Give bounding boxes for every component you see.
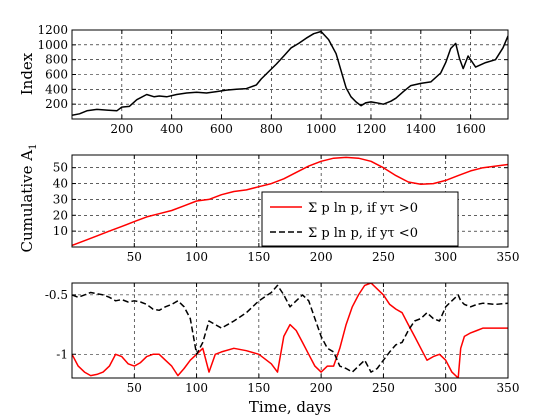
cumulative-x-tick-label: 250 (372, 250, 395, 264)
cumulative-y-tick-label: 20 (53, 208, 68, 222)
cumulative-legend-label-0: Σ p ln p, if yτ >0 (308, 201, 418, 216)
index-series-0-line (72, 30, 508, 117)
index-x-tick-label: 1000 (306, 122, 337, 136)
cumulative-legend-box (261, 191, 459, 247)
index-x-tick-label: 200 (110, 122, 133, 136)
index-x-tick-label: 1200 (356, 122, 387, 136)
entropy-panel: Time, days 50 100 150 200 250 300 350 -0.5 -1 (45, 282, 520, 416)
cumulative-y-tick-label: 50 (53, 161, 68, 175)
cumulative-y-tick-label: 40 (53, 177, 68, 191)
entropy-x-tick-label: 350 (497, 381, 520, 395)
index-y-tick-label: 600 (45, 68, 68, 82)
cumulative-y-axis-label: Cumulative A1 (18, 144, 39, 253)
cumulative-x-tick-label: 300 (434, 250, 457, 264)
index-x-tick-label: 800 (260, 122, 283, 136)
cumulative-legend: Σ p ln p, if yτ >0 Σ p ln p, if yτ <0 (261, 191, 459, 247)
entropy-series-0-line (72, 283, 508, 378)
index-y-tick-label: 400 (45, 82, 68, 96)
entropy-x-tick-label: 100 (185, 381, 208, 395)
index-x-tick-label: 400 (160, 122, 183, 136)
cumulative-y-tick-label: 30 (53, 192, 68, 206)
cumulative-x-tick-label: 100 (185, 250, 208, 264)
cumulative-y-tick-label: 10 (53, 224, 68, 238)
cumulative-legend-label-1: Σ p ln p, if yτ <0 (308, 226, 418, 241)
index-y-tick-label: 1200 (37, 23, 68, 37)
entropy-x-tick-label: 150 (247, 381, 270, 395)
index-panel: Index 200 400 600 800 1000 1200 1400 1600200400… (18, 23, 509, 136)
entropy-y-tick-label: -0.5 (45, 288, 68, 302)
cumulative-x-tick-label: 200 (310, 250, 333, 264)
cumulative-x-tick-label: 150 (247, 250, 270, 264)
entropy-x-tick-label: 200 (310, 381, 333, 395)
cumulative-x-tick-label: 350 (497, 250, 520, 264)
entropy-axes-frame (71, 282, 509, 379)
entropy-x-tick-label: 300 (434, 381, 457, 395)
index-x-tick-label: 1600 (455, 122, 486, 136)
index-y-tick-label: 1000 (37, 38, 68, 52)
entropy-x-tick-label: 250 (372, 381, 395, 395)
cumulative-axes-frame (71, 154, 509, 248)
index-y-tick-label: 200 (45, 97, 68, 111)
index-y-tick-label: 800 (45, 53, 68, 67)
index-x-tick-label: 600 (210, 122, 233, 136)
index-x-tick-label: 1400 (406, 122, 437, 136)
cumulative-x-tick-label: 50 (127, 250, 142, 264)
entropy-x-tick-label: 50 (127, 381, 142, 395)
cumulative-series-0-line (72, 156, 508, 247)
time-x-axis-label: Time, days (249, 398, 331, 416)
index-y-axis-label: Index (18, 52, 36, 95)
entropy-y-tick-label: -1 (56, 347, 68, 361)
cumulative-panel: Cumulative A1 50 100 150 200 250 300 350 10 20 30… (18, 144, 519, 264)
